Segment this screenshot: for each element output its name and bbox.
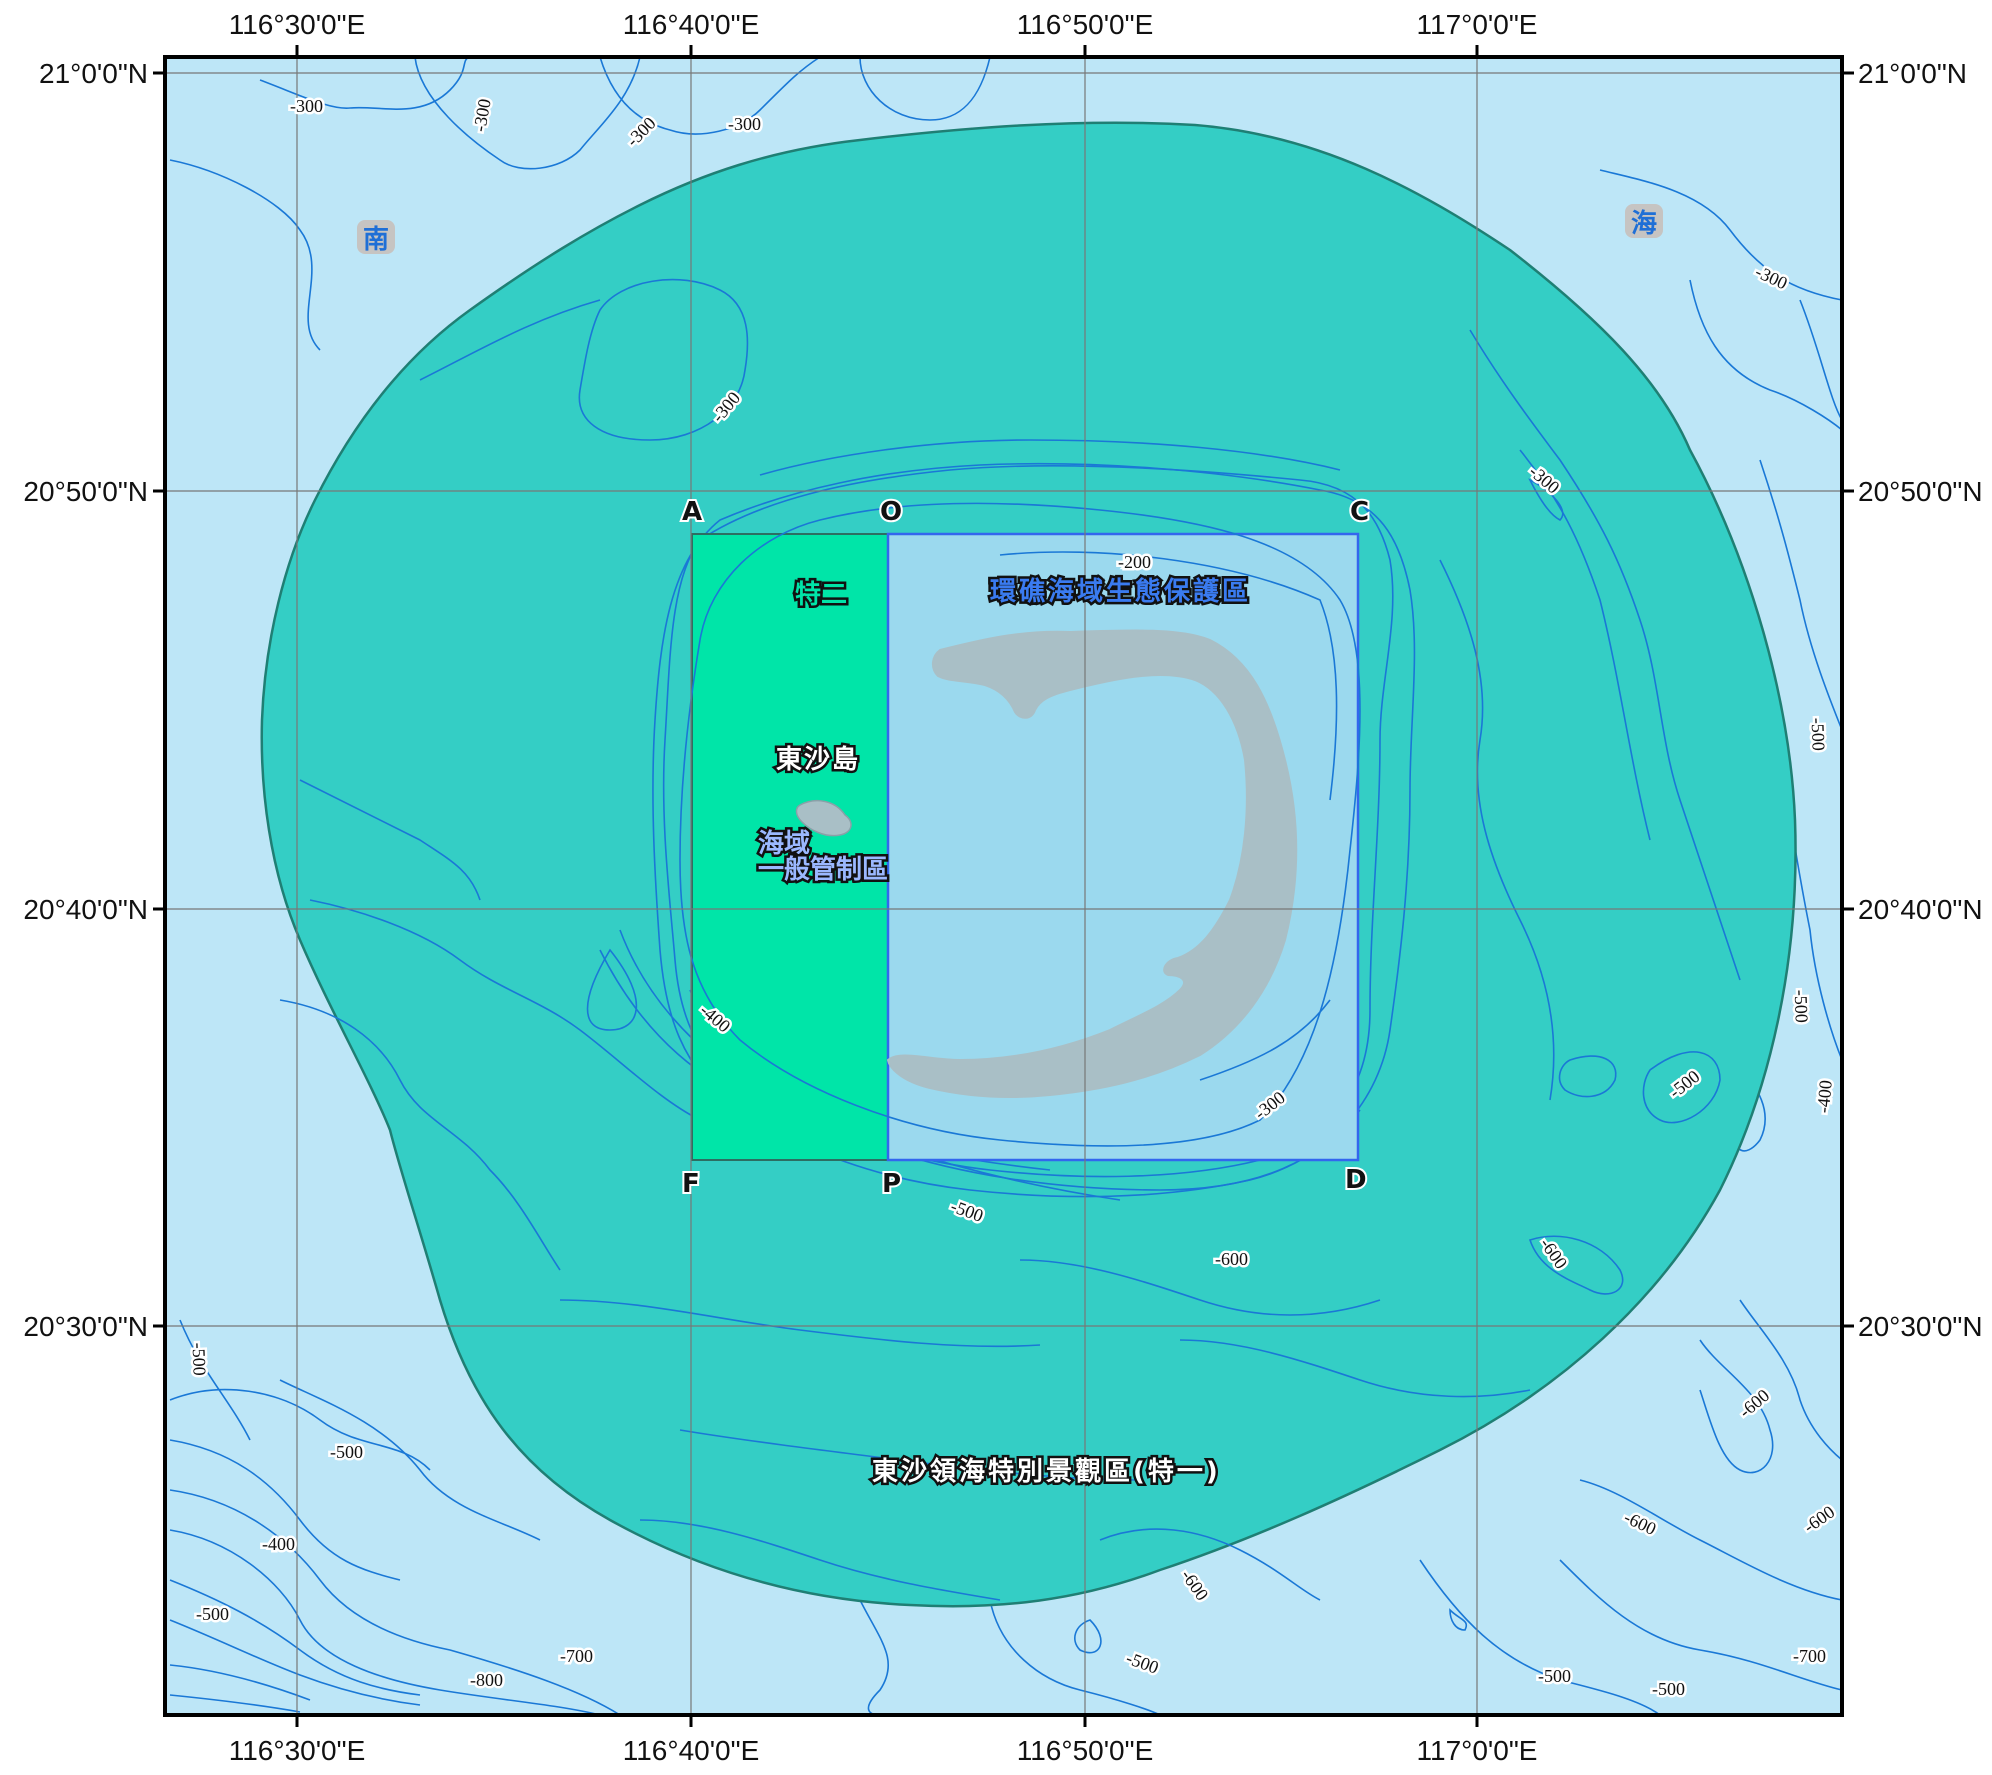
lat-label-right-1: 21°0'0"N <box>1858 58 1967 89</box>
graticule <box>165 57 1842 1715</box>
lat-label-left-1: 21°0'0"N <box>39 58 148 89</box>
point-label-f: F <box>682 1169 700 1199</box>
dongsha-island <box>795 799 852 837</box>
point-label-c: C <box>1350 497 1369 527</box>
dongsha-atoll-reef <box>886 629 1298 1098</box>
lat-label-left-3: 20°40'0"N <box>23 894 148 925</box>
point-label-a: A <box>682 497 702 527</box>
lat-label-right-3: 20°40'0"N <box>1858 894 1983 925</box>
contour-label: -500 <box>330 1442 363 1462</box>
contour-label: -300 <box>728 114 761 134</box>
label-general-line2: 一般管制區 <box>758 855 888 885</box>
sea-name-hai: 海 <box>1631 209 1657 239</box>
point-label-p: P <box>882 1169 901 1199</box>
contour-label: -700 <box>560 1646 593 1666</box>
lat-label-right-2: 20°50'0"N <box>1858 476 1983 507</box>
lat-label-left-2: 20°50'0"N <box>23 476 148 507</box>
contour-label: -500 <box>1538 1666 1571 1686</box>
sea-name-left: 南 <box>357 220 395 255</box>
label-reef-zone: 環礁海域生態保護區 <box>990 576 1251 607</box>
lat-label-right-4: 20°30'0"N <box>1858 1311 1983 1342</box>
label-general-line1: 海域 <box>758 829 810 859</box>
contour-label: -600 <box>1215 1249 1248 1269</box>
contour-lines <box>169 56 1843 1716</box>
lon-label-top-2: 116°40'0"E <box>623 9 760 40</box>
frame-ticks <box>153 45 1854 1727</box>
label-island: 東沙島 <box>776 745 860 775</box>
lat-label-left-4: 20°30'0"N <box>23 1311 148 1342</box>
lon-label-bottom-1: 116°30'0"E <box>229 1735 366 1766</box>
contour-label: -700 <box>1793 1646 1826 1666</box>
lon-label-top-1: 116°30'0"E <box>229 9 366 40</box>
lon-label-bottom-2: 116°40'0"E <box>623 1735 760 1766</box>
contour-label: -500 <box>189 1342 210 1376</box>
contour-label: -300 <box>290 96 323 116</box>
sea-name-nan: 南 <box>363 225 389 255</box>
contour-label: -500 <box>1652 1679 1685 1699</box>
contour-lines-overlay <box>679 502 1361 1147</box>
te-er-zone <box>691 533 889 1161</box>
contour-label: -800 <box>470 1670 503 1690</box>
lon-label-bottom-4: 117°0'0"E <box>1417 1735 1538 1766</box>
lon-label-top-3: 116°50'0"E <box>1017 9 1154 40</box>
map-frame <box>163 55 1844 1717</box>
label-te-er: 特二 <box>795 579 847 610</box>
label-te-yi: 東沙領海特別景觀區(特一) <box>872 1456 1221 1487</box>
sea-name-right: 海 <box>1625 204 1663 239</box>
point-label-d: D <box>1345 1165 1367 1195</box>
lon-label-top-4: 117°0'0"E <box>1417 9 1538 40</box>
contour-label: -500 <box>1808 717 1829 751</box>
contour-label: -500 <box>1791 989 1812 1023</box>
contour-label: -400 <box>1813 1079 1836 1114</box>
point-label-o: O <box>880 497 902 527</box>
contour-label: -400 <box>262 1534 295 1554</box>
contour-label: -200 <box>1118 552 1151 572</box>
lon-label-bottom-3: 116°50'0"E <box>1017 1735 1154 1766</box>
contour-label: -500 <box>196 1604 229 1624</box>
